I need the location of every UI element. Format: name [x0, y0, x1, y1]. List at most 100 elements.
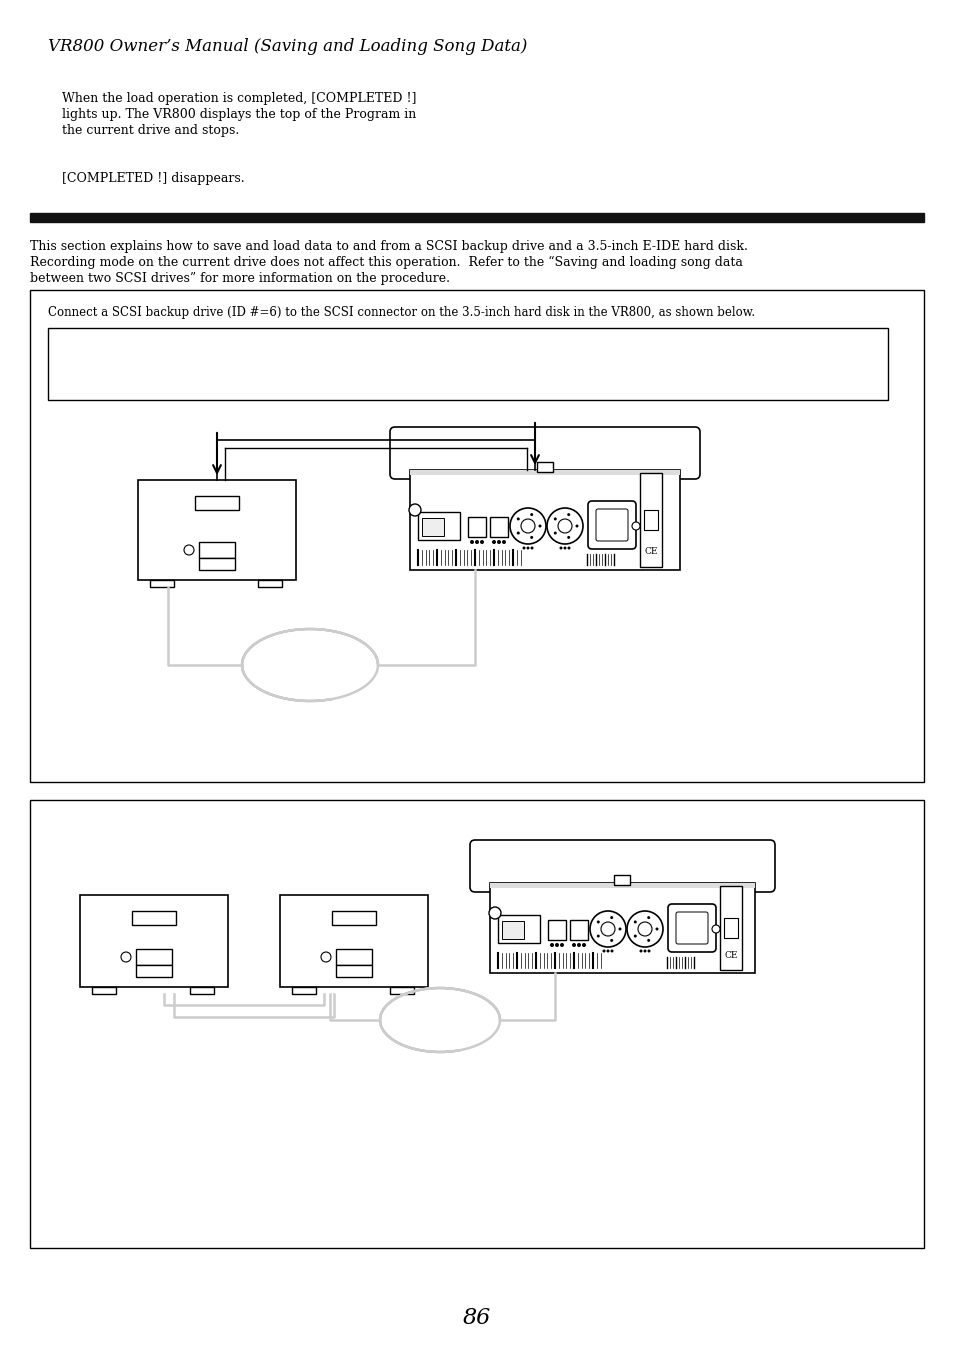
Circle shape [553, 531, 557, 535]
Bar [257, 580, 282, 586]
Bar [490, 517, 507, 536]
Circle shape [320, 952, 331, 962]
Circle shape [639, 950, 641, 952]
Bar [410, 470, 679, 476]
Circle shape [121, 952, 131, 962]
Bar [332, 911, 375, 925]
Text: lights up. The VR800 displays the top of the Program in: lights up. The VR800 displays the top of… [62, 108, 416, 122]
Circle shape [546, 508, 582, 544]
Bar [91, 988, 116, 994]
Circle shape [610, 939, 613, 942]
Bar [199, 558, 234, 570]
Circle shape [530, 547, 533, 550]
Circle shape [489, 907, 500, 919]
Bar [280, 894, 428, 988]
Text: Connect a SCSI backup drive (ID #=6) to the SCSI connector on the 3.5-inch hard : Connect a SCSI backup drive (ID #=6) to … [48, 305, 755, 319]
Text: [COMPLETED !] disappears.: [COMPLETED !] disappears. [62, 172, 244, 185]
Bar [569, 920, 587, 940]
FancyBboxPatch shape [390, 427, 700, 480]
Circle shape [631, 521, 639, 530]
Circle shape [626, 911, 662, 947]
Circle shape [581, 943, 585, 947]
Circle shape [517, 531, 519, 535]
Circle shape [184, 544, 193, 555]
Circle shape [558, 519, 572, 534]
Bar [421, 517, 443, 536]
Circle shape [646, 916, 650, 919]
Circle shape [600, 921, 615, 936]
Text: the current drive and stops.: the current drive and stops. [62, 124, 239, 136]
FancyBboxPatch shape [676, 912, 707, 944]
Bar [199, 542, 234, 558]
Circle shape [572, 943, 576, 947]
Bar [720, 886, 741, 970]
Bar [136, 965, 172, 977]
Circle shape [526, 547, 529, 550]
Bar [335, 965, 372, 977]
Circle shape [492, 540, 496, 544]
Circle shape [510, 508, 545, 544]
Circle shape [563, 547, 566, 550]
Text: VR800 Owner’s Manual (Saving and Loading Song Data): VR800 Owner’s Manual (Saving and Loading… [48, 38, 527, 55]
FancyBboxPatch shape [587, 501, 636, 549]
Text: 86: 86 [462, 1306, 491, 1329]
FancyBboxPatch shape [667, 904, 716, 952]
Circle shape [577, 943, 580, 947]
Circle shape [530, 513, 533, 516]
Bar [150, 580, 173, 586]
Bar [410, 470, 679, 570]
Circle shape [711, 925, 720, 934]
Bar [136, 948, 172, 965]
Circle shape [618, 928, 620, 931]
Circle shape [550, 943, 554, 947]
Bar [643, 509, 658, 530]
Bar [48, 328, 887, 400]
Bar [497, 915, 539, 943]
Circle shape [633, 935, 636, 938]
Bar [30, 213, 923, 222]
Text: This section explains how to save and load data to and from a SCSI backup drive : This section explains how to save and lo… [30, 240, 747, 253]
Circle shape [501, 540, 505, 544]
Bar [490, 884, 754, 888]
Bar [190, 988, 213, 994]
Circle shape [517, 517, 519, 520]
Bar [80, 894, 228, 988]
Circle shape [606, 950, 609, 952]
FancyBboxPatch shape [470, 840, 774, 892]
Circle shape [610, 950, 613, 952]
Bar [417, 512, 459, 540]
Circle shape [522, 547, 525, 550]
Circle shape [497, 540, 500, 544]
FancyBboxPatch shape [596, 509, 627, 540]
Circle shape [555, 943, 558, 947]
Circle shape [553, 517, 557, 520]
Bar [132, 911, 175, 925]
Circle shape [479, 540, 483, 544]
Bar [614, 875, 630, 885]
Circle shape [559, 943, 563, 947]
Circle shape [409, 504, 420, 516]
Circle shape [643, 950, 646, 952]
Bar [335, 948, 372, 965]
Circle shape [602, 950, 605, 952]
Circle shape [470, 540, 474, 544]
Circle shape [655, 928, 658, 931]
Circle shape [575, 524, 578, 527]
Text: CE: CE [723, 951, 737, 959]
Circle shape [567, 536, 570, 539]
Bar [468, 517, 485, 536]
Circle shape [610, 916, 613, 919]
Bar [537, 462, 553, 471]
Bar [30, 800, 923, 1248]
Bar [490, 884, 754, 973]
Bar [547, 920, 565, 940]
Circle shape [520, 519, 535, 534]
Bar [194, 496, 239, 509]
Circle shape [638, 921, 651, 936]
Circle shape [597, 935, 599, 938]
Bar [723, 917, 738, 938]
Text: CE: CE [643, 547, 657, 557]
Circle shape [633, 920, 636, 924]
Circle shape [646, 939, 650, 942]
Text: Recording mode on the current drive does not affect this operation.  Refer to th: Recording mode on the current drive does… [30, 255, 742, 269]
